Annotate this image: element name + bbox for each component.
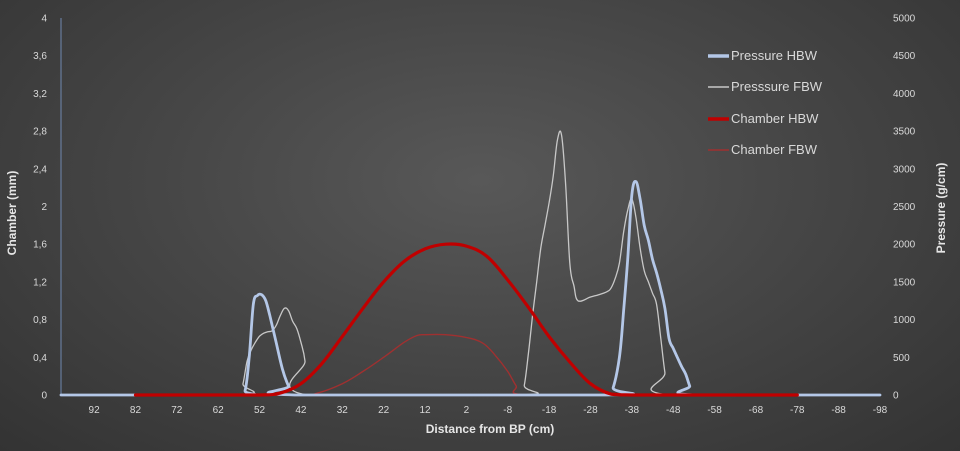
legend-label-pressure-hbw: Pressure HBW: [731, 48, 818, 63]
y-right-tick-label: 2500: [893, 202, 916, 213]
y-left-tick-label: 0: [41, 391, 47, 402]
x-tick-label: 52: [254, 405, 266, 416]
y-right-tick-label: 1000: [893, 315, 916, 326]
legend-label-pressure-fbw: Presssure FBW: [731, 79, 823, 94]
x-tick-label: -8: [503, 405, 512, 416]
legend-item-pressure-hbw: Pressure HBW: [708, 48, 818, 63]
x-tick-label: 32: [337, 405, 349, 416]
x-tick-label: 42: [295, 405, 307, 416]
legend: Pressure HBW Presssure FBW Chamber HBW C…: [708, 48, 823, 157]
x-tick-label: -98: [873, 405, 888, 416]
y-right-tick-label: 0: [893, 391, 899, 402]
x-tick-label: 22: [378, 405, 390, 416]
x-tick-label: -18: [542, 405, 557, 416]
x-tick-label: -58: [707, 405, 722, 416]
y-left-tick-label: 2,4: [33, 164, 47, 175]
x-tick-label: -38: [625, 405, 640, 416]
series-group: [59, 130, 882, 397]
series-pressure-fbw: [60, 130, 881, 396]
y-right-tick-label: 2000: [893, 240, 916, 251]
y-right-axis-title: Pressure (g/cm): [934, 163, 948, 254]
legend-label-chamber-hbw: Chamber HBW: [731, 111, 819, 126]
y-right-ticks: 0 500 1000 1500 2000 2500 3000 3500 4000 4500 5000: [893, 14, 916, 402]
y-left-tick-label: 2: [41, 202, 47, 213]
y-left-axis-title: Chamber (mm): [5, 171, 19, 256]
x-tick-label: 72: [171, 405, 183, 416]
series-chamber-fbw: [134, 333, 798, 396]
x-tick-label: -78: [790, 405, 805, 416]
legend-item-chamber-hbw: Chamber HBW: [708, 111, 819, 126]
y-left-ticks: 0 0,4 0,8 1,2 1,6 2 2,4 2,8 3,2 3,6 4: [33, 14, 47, 402]
x-tick-label: -28: [583, 405, 598, 416]
y-right-tick-label: 500: [893, 353, 910, 364]
y-left-tick-label: 0,4: [33, 353, 47, 364]
x-tick-label: -48: [666, 405, 681, 416]
x-axis-title: Distance from BP (cm): [426, 422, 554, 436]
y-right-tick-label: 3500: [893, 127, 916, 138]
x-tick-label: 92: [89, 405, 101, 416]
x-tick-label: -68: [749, 405, 764, 416]
x-tick-label: -88: [831, 405, 846, 416]
series-chamber-hbw: [133, 242, 799, 397]
legend-label-chamber-fbw: Chamber FBW: [731, 142, 818, 157]
y-right-tick-label: 4500: [893, 51, 916, 62]
y-right-tick-label: 1500: [893, 277, 916, 288]
y-left-tick-label: 1,6: [33, 240, 47, 251]
legend-item-pressure-fbw: Presssure FBW: [708, 79, 823, 94]
y-left-tick-label: 0,8: [33, 315, 47, 326]
y-left-tick-label: 2,8: [33, 127, 47, 138]
x-tick-label: 82: [130, 405, 142, 416]
x-tick-label: 2: [464, 405, 470, 416]
legend-item-chamber-fbw: Chamber FBW: [708, 142, 818, 157]
y-left-tick-label: 3,2: [33, 89, 47, 100]
x-ticks: 92 82 72 62 52 42 32 22 12 2 -8 -18 -28 -38 -48 -58 -68 -…: [89, 405, 888, 416]
y-left-tick-label: 1,2: [33, 277, 47, 288]
x-tick-label: 12: [419, 405, 431, 416]
x-tick-label: 62: [213, 405, 225, 416]
y-right-tick-label: 4000: [893, 89, 916, 100]
series-pressure-hbw: [59, 180, 882, 397]
y-right-tick-label: 3000: [893, 164, 916, 175]
y-right-tick-label: 5000: [893, 14, 916, 25]
y-left-tick-label: 4: [41, 14, 47, 25]
y-left-tick-label: 3,6: [33, 51, 47, 62]
